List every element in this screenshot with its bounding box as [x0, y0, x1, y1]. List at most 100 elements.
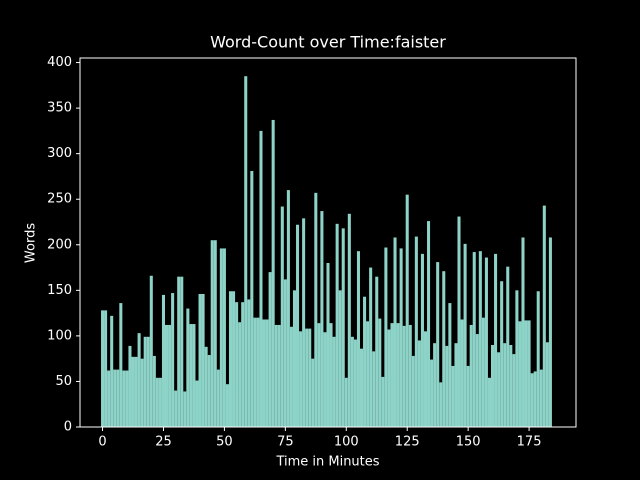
bar	[107, 370, 111, 427]
bar	[137, 333, 141, 427]
bar	[433, 343, 437, 427]
bar	[165, 324, 169, 427]
bar	[335, 223, 339, 427]
bar	[381, 376, 385, 427]
bar	[180, 276, 184, 427]
bar	[533, 371, 537, 427]
bar	[487, 377, 491, 427]
bar	[372, 351, 376, 427]
bar	[478, 251, 482, 427]
bar	[192, 324, 196, 427]
bar	[326, 263, 330, 427]
bar	[283, 279, 287, 427]
bar	[305, 328, 309, 427]
bar	[152, 355, 156, 427]
x-tick-label: 125	[395, 435, 420, 450]
y-tick-label: 150	[47, 283, 72, 298]
bar	[168, 324, 172, 427]
bar	[497, 352, 501, 427]
x-tick-label: 75	[277, 435, 294, 450]
bar	[506, 266, 510, 427]
x-tick-label: 50	[216, 435, 233, 450]
bar	[302, 218, 306, 427]
bar	[527, 320, 531, 427]
bar	[174, 390, 178, 427]
bar	[104, 310, 108, 427]
bar	[113, 369, 117, 427]
bar	[503, 343, 507, 427]
bar	[402, 325, 406, 427]
y-tick-label: 350	[47, 101, 72, 116]
bar	[332, 336, 336, 427]
bar	[356, 251, 360, 427]
bar	[366, 321, 370, 427]
bar	[204, 346, 208, 427]
bar	[262, 319, 266, 427]
y-tick-label: 400	[47, 55, 72, 70]
bar	[183, 391, 187, 427]
bar	[256, 317, 260, 427]
bar	[177, 276, 181, 427]
x-tick-label: 175	[517, 435, 542, 450]
bar	[149, 275, 153, 427]
bar	[445, 345, 449, 427]
bar	[353, 339, 357, 427]
bar	[414, 236, 418, 427]
x-tick-label: 100	[334, 435, 359, 450]
bar	[265, 319, 269, 427]
bar	[219, 248, 223, 427]
bar	[198, 293, 202, 427]
bar	[247, 299, 251, 427]
bar	[101, 310, 105, 427]
bar	[125, 370, 129, 427]
bar	[155, 377, 159, 427]
bar	[338, 290, 342, 427]
bar	[161, 294, 166, 427]
y-tick-label: 250	[47, 192, 72, 207]
bar	[369, 267, 373, 427]
bar	[341, 228, 345, 427]
x-axis-label: Time in Minutes	[275, 455, 379, 470]
bar	[405, 194, 409, 427]
bar	[122, 370, 126, 427]
bar	[494, 253, 498, 427]
bar	[387, 329, 391, 427]
bar	[222, 248, 226, 427]
bar	[436, 262, 440, 427]
bar	[430, 359, 434, 427]
bar	[119, 303, 123, 427]
bar	[146, 336, 150, 427]
bar	[539, 369, 543, 427]
bar	[442, 271, 446, 427]
bar	[201, 293, 205, 427]
bar	[299, 331, 303, 427]
plot-frame	[79, 57, 577, 428]
bar	[451, 365, 455, 427]
x-tick-label: 150	[456, 435, 481, 450]
bar	[323, 332, 327, 427]
bar	[134, 356, 138, 427]
x-tick-label: 25	[155, 435, 172, 450]
bar	[253, 317, 257, 427]
bar	[308, 328, 312, 427]
bar	[420, 253, 424, 427]
bar	[411, 355, 415, 427]
bar	[481, 317, 485, 427]
bar	[515, 290, 519, 427]
bar	[186, 308, 190, 427]
bar	[244, 76, 248, 427]
y-axis-label: Words	[24, 223, 39, 263]
bar	[140, 358, 144, 427]
bar	[158, 377, 162, 427]
bar	[390, 323, 394, 427]
bar	[399, 248, 403, 427]
bar	[363, 296, 367, 427]
bar	[277, 324, 281, 427]
bar	[238, 322, 242, 427]
y-tick-label: 300	[47, 146, 72, 161]
bar	[207, 355, 211, 427]
bar	[110, 315, 114, 427]
bar	[189, 324, 193, 427]
bar	[542, 205, 546, 427]
